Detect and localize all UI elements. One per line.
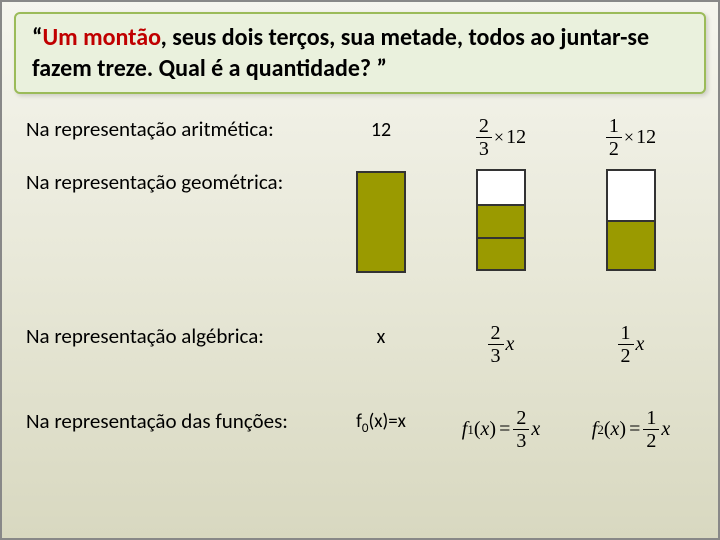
frac-den: 3 <box>513 430 529 451</box>
var-x: x <box>531 418 540 441</box>
paren: ) <box>489 418 496 441</box>
title-box: “Um montão, seus dois terços, sua metade… <box>14 12 706 94</box>
label-geometric: Na representação geométrica: <box>26 169 326 195</box>
label-arithmetic: Na representação aritmética: <box>26 116 326 142</box>
content: Na representação aritmética: 12 23 × 12 … <box>2 102 718 451</box>
func-f0: f0(x)=x <box>326 408 436 436</box>
alg-frac2: 12 x <box>566 323 696 366</box>
func-f1: f1(x)= 23 x <box>436 408 566 451</box>
alg-x: x <box>326 323 436 349</box>
frac-num: 1 <box>643 408 659 430</box>
frac-val: 12 <box>636 126 656 149</box>
bar-segment <box>608 220 654 269</box>
bar-segment <box>478 204 524 237</box>
func-f2: f2(x)= 12 x <box>566 408 696 451</box>
arith-frac1: 23 × 12 <box>436 116 566 159</box>
frac-den: 2 <box>643 430 659 451</box>
times-icon: × <box>622 127 636 148</box>
paren: ( <box>604 418 611 441</box>
eq: = <box>496 418 513 441</box>
arith-frac2: 12 × 12 <box>566 116 696 159</box>
eq: = <box>626 418 643 441</box>
frac-num: 1 <box>606 116 622 138</box>
var-x: x <box>661 418 670 441</box>
frac-den: 2 <box>618 345 634 366</box>
frac-den: 3 <box>476 138 492 159</box>
label-functions: Na representação das funções: <box>26 408 326 434</box>
bar-segment <box>358 173 404 271</box>
geom-bar-full <box>326 169 436 273</box>
bar-segment <box>608 171 654 220</box>
paren: ) <box>619 418 626 441</box>
frac-num: 1 <box>618 323 634 345</box>
title-text: “Um montão, seus dois terços, sua metade… <box>32 22 688 84</box>
arith-value: 12 <box>326 116 436 142</box>
frac-num: 2 <box>513 408 529 430</box>
var-x: x <box>481 418 490 441</box>
row-arithmetic: Na representação aritmética: 12 23 × 12 … <box>26 116 694 159</box>
title-highlight: Um montão <box>42 23 160 52</box>
frac-den: 3 <box>488 345 504 366</box>
frac-num: 2 <box>488 323 504 345</box>
geom-bar-thirds <box>436 169 566 271</box>
frac-num: 2 <box>476 116 492 138</box>
bar-segment <box>478 237 524 270</box>
alg-frac1: 23 x <box>436 323 566 366</box>
times-icon: × <box>492 127 506 148</box>
var-x: x <box>611 418 620 441</box>
var-x: x <box>506 333 515 356</box>
row-algebraic: Na representação algébrica: x 23 x 12 x <box>26 323 694 366</box>
label-algebraic: Na representação algébrica: <box>26 323 326 349</box>
frac-val: 12 <box>506 126 526 149</box>
quote-open: “ <box>32 23 42 52</box>
frac-den: 2 <box>606 138 622 159</box>
row-functions: Na representação das funções: f0(x)=x f1… <box>26 408 694 451</box>
var-x: x <box>636 333 645 356</box>
bar-segment <box>478 171 524 204</box>
paren: ( <box>474 418 481 441</box>
row-geometric: Na representação geométrica: <box>26 169 694 273</box>
f-expr: (x)=x <box>368 410 405 433</box>
geom-bar-half <box>566 169 696 271</box>
